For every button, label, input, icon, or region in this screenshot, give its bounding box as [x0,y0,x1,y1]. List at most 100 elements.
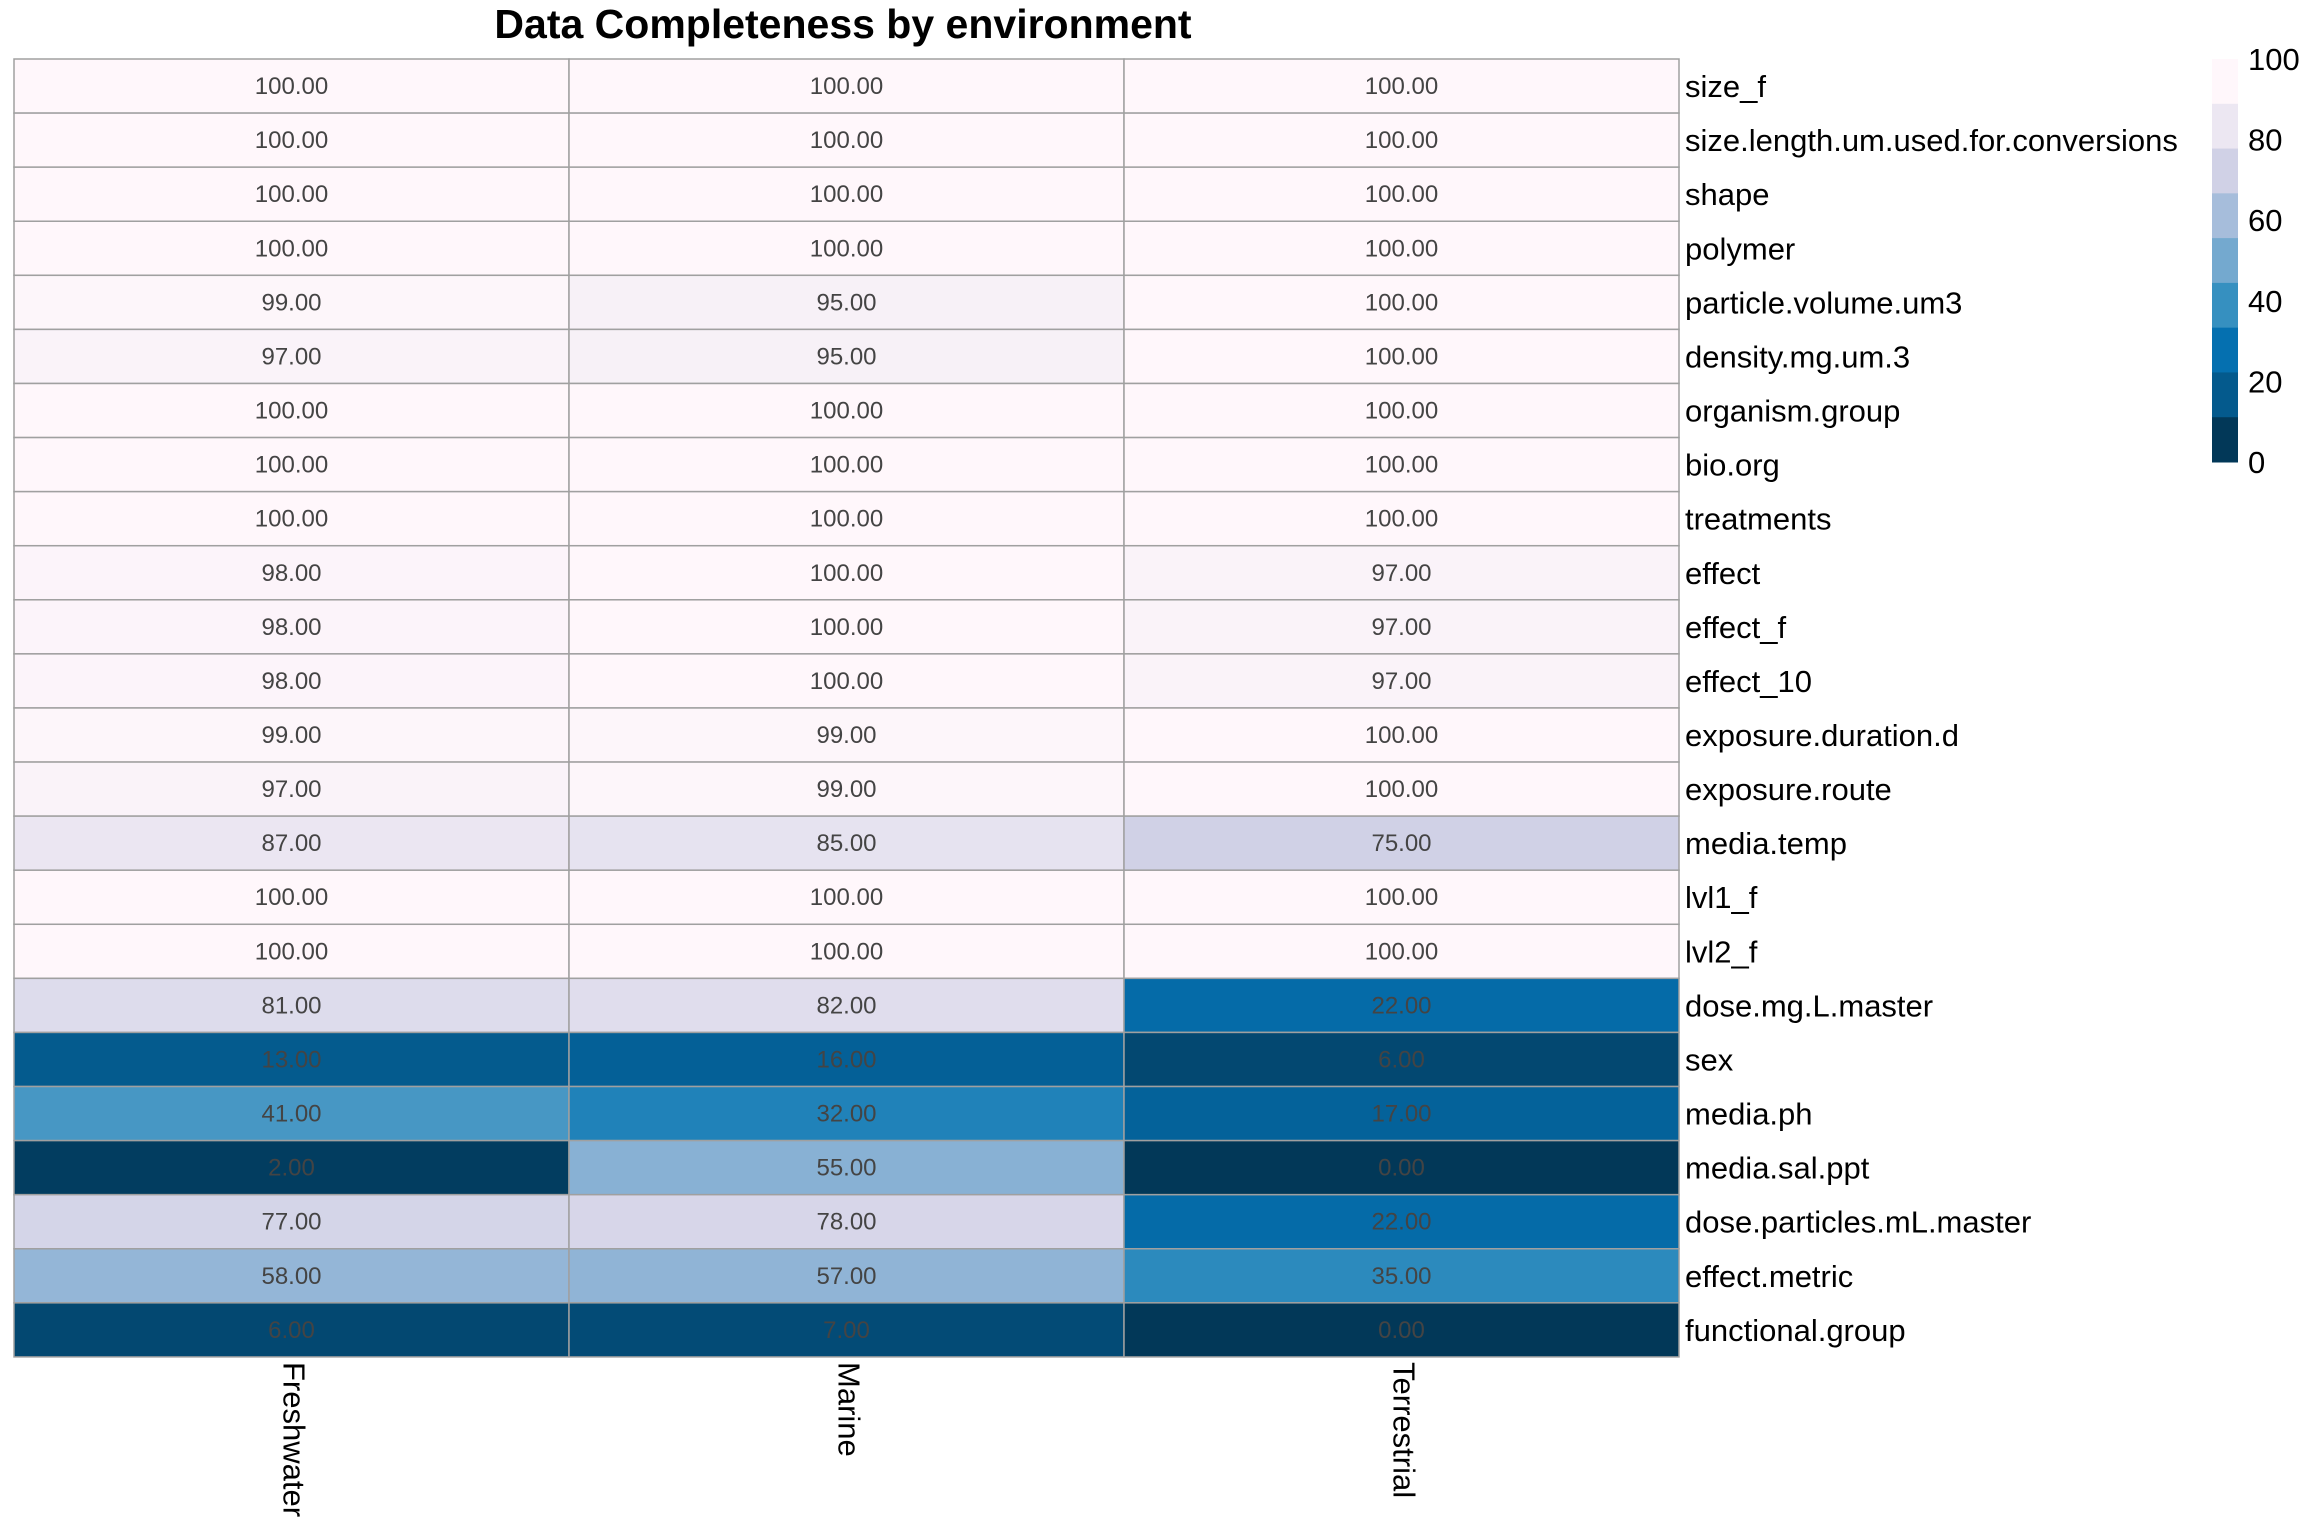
heatmap-cell [1123,653,1680,709]
cell-value-label: 81.00 [261,992,321,1019]
heatmap-cell [568,274,1125,331]
row-label: organism.group [1685,394,1900,429]
row-label: treatments [1685,502,1831,537]
heatmap-cell [568,436,1125,493]
cell-value-label: 0.00 [1378,1155,1425,1182]
heatmap-cell [13,923,570,980]
legend-tick-label: 0 [2248,445,2265,480]
heatmap-cell [13,1031,570,1088]
legend-tick-label: 60 [2248,203,2282,238]
row-label: dose.mg.L.master [1685,988,1933,1023]
cell-value-label: 99.00 [816,776,876,803]
column-labels: Freshwater Marine Terrestrial [276,1362,1421,1517]
legend-tick-label: 20 [2248,364,2282,399]
cell-value-label: 100.00 [255,452,328,479]
heatmap-cell [1123,599,1680,655]
legend-tick-label: 100 [2248,42,2300,77]
cell-value-label: 100.00 [255,884,328,911]
heatmap-cell [568,544,1125,601]
heatmap-cell [13,220,570,277]
cell-value-label: 100.00 [255,235,328,262]
heatmap-cell [13,58,570,114]
cell-value-label: 100.00 [1365,938,1438,965]
cell-value-label: 100.00 [1365,506,1438,533]
heatmap-cell [1123,815,1680,871]
heatmap-cell [13,1302,570,1358]
cell-value-label: 100.00 [255,181,328,208]
cell-value-label: 100.00 [1365,343,1438,370]
heatmap-cell [1123,112,1680,168]
cell-value-label: 99.00 [261,289,321,316]
cell-value-label: 6.00 [268,1317,315,1344]
legend-tick-label: 40 [2248,284,2282,319]
cell-value-label: 100.00 [255,398,328,425]
cell-value-label: 100.00 [810,506,883,533]
cell-value-label: 57.00 [816,1263,876,1290]
cell-value-label: 97.00 [1371,668,1431,695]
cell-value-label: 97.00 [261,776,321,803]
cell-value-label: 6.00 [1378,1046,1425,1073]
heatmap-cell [568,1085,1125,1142]
legend-color-swatch [2212,372,2238,418]
legend-color-swatch [2212,282,2238,329]
heatmap-cell [1123,274,1680,331]
heatmap-cell [1123,1193,1680,1250]
heatmap-cell [1123,707,1680,763]
heatmap-cell [13,1248,570,1304]
cell-value-label: 58.00 [261,1263,321,1290]
legend-tick-label: 80 [2248,123,2282,158]
cell-value-label: 100.00 [810,614,883,641]
cell-value-label: 100.00 [1365,181,1438,208]
heatmap-cell [568,166,1125,222]
heatmap-cell [1123,544,1680,601]
heatmap-cell [568,328,1125,385]
cell-value-label: 100.00 [1365,127,1438,154]
cell-value-label: 100.00 [1365,289,1438,316]
cell-value-label: 100.00 [1365,722,1438,749]
heatmap-cell [1123,220,1680,277]
cell-value-label: 99.00 [261,722,321,749]
heatmap-cell [1123,869,1680,926]
row-label: size_f [1685,69,1766,104]
cell-value-label: 97.00 [1371,614,1431,641]
heatmap-cell [568,923,1125,980]
cell-value-label: 98.00 [261,668,321,695]
heatmap-cell [1123,761,1680,817]
cell-value-label: 100.00 [810,181,883,208]
legend-color-swatch [2212,417,2238,463]
cell-value-label: 95.00 [816,343,876,370]
row-labels: size_f size.length.um.used.for.conversion… [1685,69,2178,1348]
cell-value-label: 98.00 [261,614,321,641]
cell-value-label: 100.00 [255,506,328,533]
cell-value-label: 100.00 [1365,452,1438,479]
heatmap-cell [568,58,1125,114]
cell-value-label: 97.00 [261,343,321,370]
row-label: lvl1_f [1685,880,1758,915]
row-label: media.ph [1685,1097,1813,1132]
cell-value-label: 100.00 [810,235,883,262]
heatmap-cell [13,544,570,601]
legend-color-swatch [2212,327,2238,373]
row-label: lvl2_f [1685,934,1758,969]
cell-value-label: 77.00 [261,1209,321,1236]
cell-value-label: 35.00 [1371,1263,1431,1290]
heatmap-cell [13,382,570,439]
cell-value-label: 100.00 [810,73,883,100]
row-label: exposure.route [1685,772,1892,807]
cell-value-label: 32.00 [816,1101,876,1128]
cell-value-label: 75.00 [1371,830,1431,857]
cell-value-label: 78.00 [816,1209,876,1236]
legend-color-swatch [2212,59,2238,105]
cell-value-label: 97.00 [1371,560,1431,587]
cell-value-label: 100.00 [1365,884,1438,911]
cell-value-label: 100.00 [810,398,883,425]
row-label: shape [1685,177,1769,212]
row-label: size.length.um.used.for.conversions [1685,123,2178,158]
heatmap-cell [1123,923,1680,980]
heatmap-cell [13,490,570,547]
cell-value-label: 100.00 [255,127,328,154]
cell-value-label: 100.00 [255,938,328,965]
cell-value-label: 98.00 [261,560,321,587]
row-label: effect_10 [1685,664,1812,699]
cell-value-label: 100.00 [1365,776,1438,803]
